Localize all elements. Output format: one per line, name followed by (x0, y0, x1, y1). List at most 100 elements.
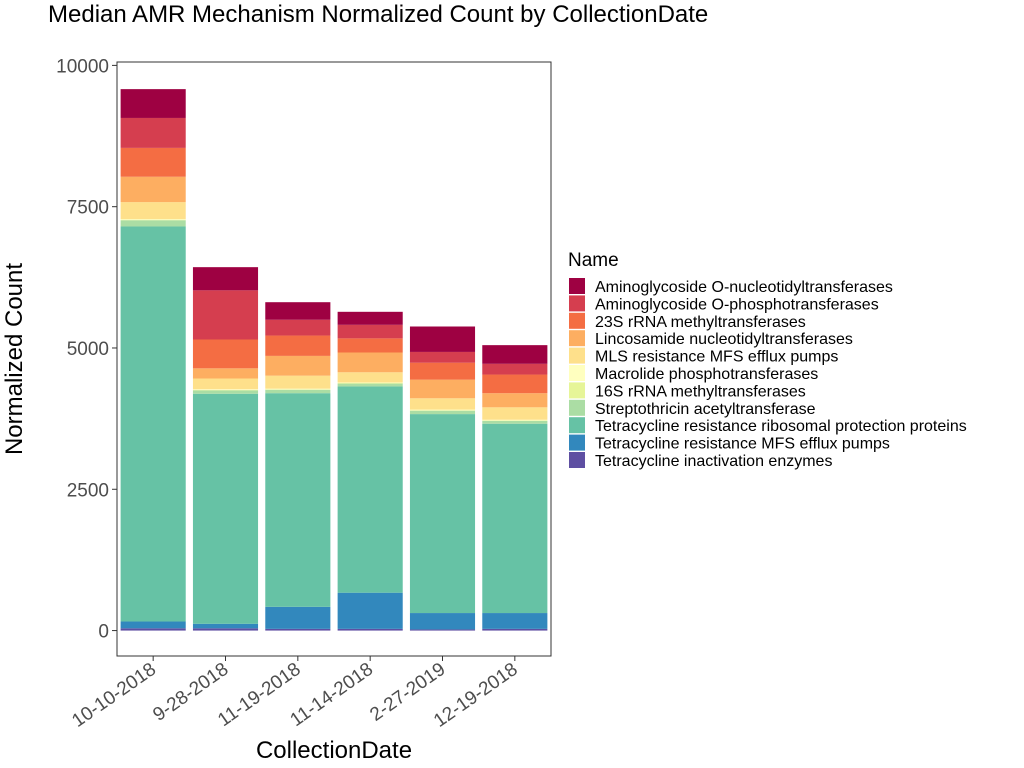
bar-segment (409, 414, 476, 614)
legend-label: 23S rRNA methyltransferases (595, 314, 806, 331)
legend-key (569, 399, 585, 416)
bar-segment (482, 628, 548, 631)
bar-segment (409, 613, 476, 630)
bar-segment (120, 117, 186, 148)
legend-key (569, 347, 585, 364)
bar-segment (120, 628, 186, 631)
bar-segment (265, 628, 331, 631)
bar-segment (409, 629, 476, 631)
legend-key (569, 312, 585, 329)
legend-key (569, 295, 585, 312)
x-axis: 10-10-20189-28-201811-19-201811-14-20182… (68, 656, 522, 732)
bar-segment (265, 302, 331, 320)
legend-label: Streptothricin acetyltransferase (595, 401, 816, 418)
bar-segment (409, 409, 476, 411)
bar-segment (192, 389, 259, 390)
bar-segment (192, 393, 259, 624)
bar-segment (482, 423, 548, 614)
panel-border (116, 61, 552, 657)
bar-segment (120, 202, 186, 220)
legend-label: 16S rRNA methyltransferases (595, 383, 806, 400)
bar-segment (409, 351, 476, 363)
bar-segment (120, 89, 186, 118)
bar-segment (409, 398, 476, 410)
bar-segment (482, 420, 548, 421)
plot-area (120, 89, 548, 631)
bar-segment (265, 319, 331, 336)
bar-segment (265, 355, 331, 376)
bar-segment (120, 219, 186, 221)
bar-segment (337, 311, 403, 325)
legend-title: Name (568, 250, 619, 271)
bar-segment (192, 623, 259, 629)
bar-segment (120, 220, 186, 227)
bar-segment (482, 407, 548, 420)
bar-segment (337, 386, 403, 593)
bar-segment (120, 219, 186, 220)
bar-segment (192, 368, 259, 379)
bar-segment (265, 389, 331, 390)
legend-key (569, 382, 585, 399)
bar-segment (265, 375, 331, 389)
bar-segment (192, 628, 259, 631)
x-tick-label: 10-10-2018 (68, 659, 160, 732)
bar-segment (192, 267, 259, 291)
y-axis: 0 2500 5000 7500 10000 (56, 56, 117, 643)
y-tick-label: 2500 (67, 480, 109, 501)
bar-segment (337, 628, 403, 631)
bar-segment (265, 389, 331, 394)
bar-segment (482, 419, 548, 421)
legend-key (569, 417, 585, 434)
bar-segment (337, 338, 403, 353)
y-tick-label: 5000 (67, 339, 109, 360)
bar-segment (265, 393, 331, 607)
bar-segment (482, 363, 548, 375)
legend-label: Tetracycline inactivation enzymes (595, 453, 832, 470)
bar-segment (482, 613, 548, 629)
bar-segment (409, 379, 476, 399)
y-tick-label: 7500 (67, 198, 109, 219)
legend-label: Aminoglycoside O-nucleotidyltransferases (595, 279, 893, 296)
bar-segment (337, 372, 403, 383)
y-axis-title: Normalized Count (1, 263, 28, 455)
bar-segment (265, 388, 331, 390)
bar-segment (337, 383, 403, 387)
bar-segment (192, 339, 259, 369)
bar-segment (409, 362, 476, 380)
bar-segment (120, 147, 186, 177)
bar-segment (265, 606, 331, 629)
bar-segment (192, 389, 259, 391)
legend-key (569, 452, 585, 468)
bar-segment (409, 326, 476, 352)
chart-title: Median AMR Mechanism Normalized Count by… (48, 1, 708, 28)
y-tick-label: 10000 (56, 56, 109, 77)
bar-segment (120, 621, 186, 629)
bar-segment (337, 382, 403, 384)
bar-segment (120, 176, 186, 203)
legend-label: Macrolide phosphotransferases (595, 366, 818, 383)
legend-label: Aminoglycoside O-phosphotransferases (595, 296, 879, 313)
legend-key (569, 434, 585, 451)
legend: Name Aminoglycoside O-nucleotidyltransfe… (568, 250, 967, 470)
bar-segment (337, 324, 403, 339)
x-axis-title: CollectionDate (256, 737, 412, 764)
bar-segment (482, 374, 548, 394)
y-tick-label: 0 (98, 622, 109, 643)
bar-segment (337, 592, 403, 629)
legend-key (569, 365, 585, 381)
bar-segment (482, 345, 548, 364)
bar-segment (337, 352, 403, 373)
bar-segment (265, 335, 331, 356)
bar-segment (120, 226, 186, 622)
legend-label: MLS resistance MFS efflux pumps (595, 349, 838, 366)
legend-label: Tetracycline resistance MFS efflux pumps (595, 436, 890, 453)
legend-key (569, 330, 585, 347)
legend-label: Tetracycline resistance ribosomal protec… (595, 418, 967, 435)
bar-segment (409, 410, 476, 415)
bar-segment (337, 383, 403, 384)
legend-label: Lincosamide nucleotidyltransferases (595, 331, 853, 348)
legend-key (569, 278, 585, 294)
bar-segment (409, 410, 476, 411)
bar-segment (482, 393, 548, 408)
